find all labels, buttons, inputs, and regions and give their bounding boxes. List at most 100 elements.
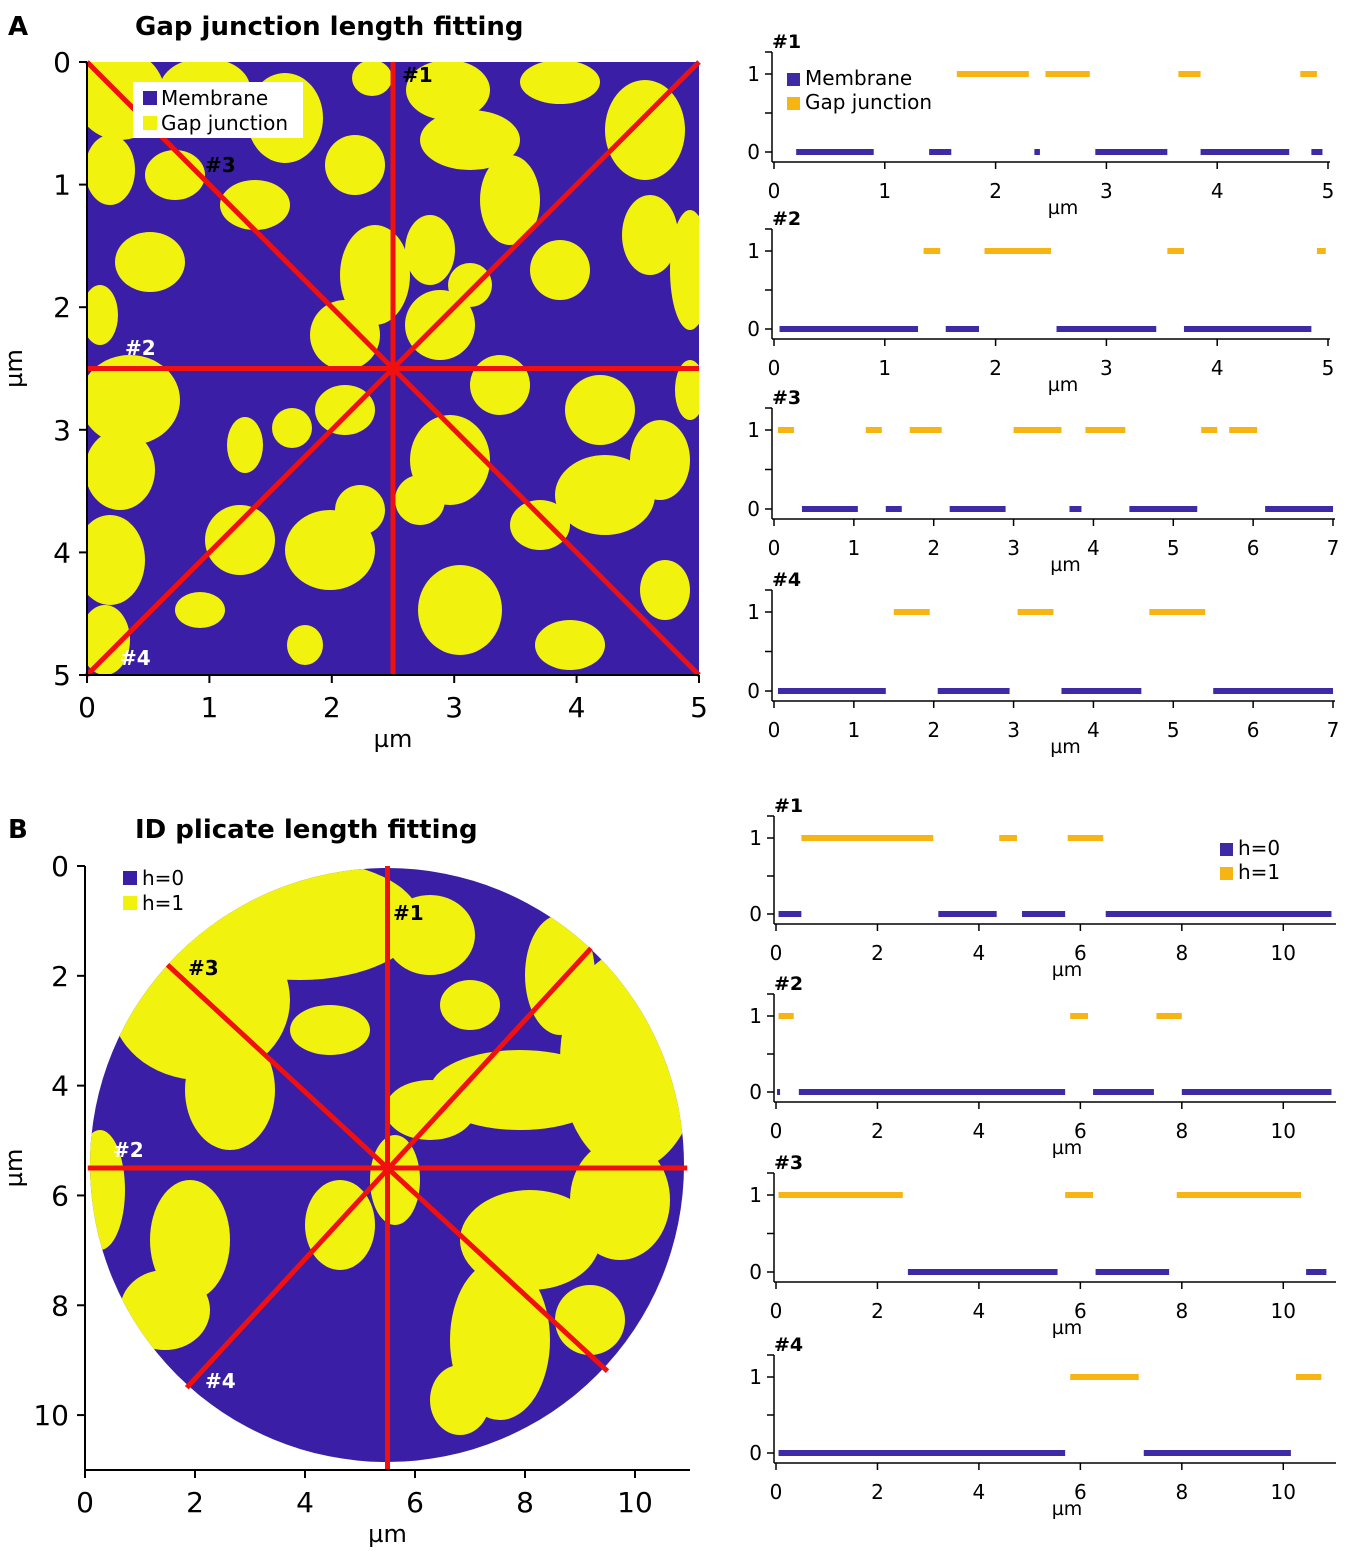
panel-b-profile-3-x-tick-label: 2 — [871, 1299, 884, 1323]
panel-a-map-legend: Membrane Gap junction — [133, 82, 303, 138]
panel-b-profile-2-x-tick-label: 6 — [1074, 1119, 1087, 1143]
panel-a-profile-2-x-axis-label: µm — [1048, 374, 1079, 396]
panel-a-profile-2-gap-bar — [923, 248, 941, 254]
panel-b-profile-3-x-tick-label: 10 — [1271, 1299, 1296, 1323]
panel-a-profile-1-gap-bar — [1045, 71, 1090, 77]
panel-b-profile-4-y-tick-label: 0 — [749, 1441, 762, 1465]
panel-b-profile-2-gap-bar — [1156, 1013, 1182, 1019]
panel-a-map-line-label-2: #2 — [125, 336, 156, 360]
panel-a-profile-3-x-tick-label: 6 — [1247, 536, 1260, 560]
panel-b-profile-1-y-tick-label: 0 — [749, 902, 762, 926]
panel-b-map-x-tick-label: 0 — [76, 1486, 94, 1519]
panel-b-map-x-axis-label: µm — [368, 1520, 407, 1548]
panel-a-profile-4-x-tick-label: 2 — [927, 718, 940, 742]
panel-a-profile-1-x-tick-label: 0 — [768, 179, 781, 203]
panel-a-map-line-label-4: #4 — [120, 646, 151, 670]
panel-a-profile-3-x-tick-label: 5 — [1167, 536, 1180, 560]
panel-a-map-x-tick-label: 5 — [690, 691, 708, 724]
panel-b-map-lines: #1 #2 #3 #4 — [87, 866, 688, 1470]
panel-a-profile-3-membrane-bar — [1069, 506, 1082, 512]
panel-b-letter: B — [8, 815, 28, 845]
panel-a-profile-1-y-tick-label: 1 — [747, 62, 760, 86]
panel-b-profile-4-x-tick-label: 2 — [871, 1480, 884, 1504]
panel-a-profile-1-gap-bar — [1300, 71, 1317, 77]
panel-b-profile-4-membrane-bar — [1143, 1450, 1291, 1456]
panel-b-profile-4-gap-bar — [1295, 1374, 1322, 1380]
legend-label-h1: h=1 — [142, 891, 184, 915]
panel-a-map-y-tick-label: 2 — [53, 291, 71, 324]
panel-a-profile-2: 1 00 1 2 3 4 5 µm #2 — [747, 208, 1334, 396]
panel-a-profile-1-legend-label-1: Gap junction — [805, 90, 932, 114]
panel-a-profile-4-membrane-bar — [777, 688, 886, 694]
panel-a-profile-4-membrane-bar — [937, 688, 1010, 694]
panel-a-profile-3-membrane-bar — [801, 506, 858, 512]
panel-b-map-axes: 0 2 4 6 8 10 0 2 4 6 8 10 µm µm — [0, 850, 690, 1548]
panel-a-profile-3: 1 00 1 2 3 4 5 6 7 µm #3 — [747, 387, 1339, 576]
panel-a-profile-2-x-tick-label: 0 — [768, 356, 781, 380]
panel-a-profile-1-x-tick-label: 1 — [878, 179, 891, 203]
panel-a-profile-2-x-tick-label: 1 — [878, 356, 891, 380]
panel-a-profile-2-gap-bar — [984, 248, 1051, 254]
panel-a-profile-1-label: #1 — [772, 31, 801, 53]
panel-a-profile-2-membrane-bar — [1056, 326, 1157, 332]
legend-box — [133, 82, 303, 138]
panel-b-profile-1-label: #1 — [774, 795, 803, 817]
panel-a-profile-4-x-tick-label: 3 — [1007, 718, 1020, 742]
panel-a-profile-3-gap-bar — [1201, 427, 1218, 433]
panel-a-profile-1-membrane-bar — [1034, 149, 1040, 155]
panel-a-profile-4-membrane-bar — [1061, 688, 1142, 694]
panel-b-profile-1-x-axis-label: µm — [1052, 959, 1083, 981]
panel-a-map-lines: #1 #2 #3 #4 — [85, 60, 701, 677]
panel-a-profile-3-label: #3 — [772, 387, 801, 409]
panel-a-profile-4-membrane-bar — [1213, 688, 1333, 694]
panel-a-profile-1-y-tick-label: 0 — [747, 140, 760, 164]
panel-a-map-y-tick-label: 5 — [53, 659, 71, 692]
panel-b-profile-3-membrane-bar — [1306, 1269, 1327, 1275]
panel-b-title: ID plicate length fitting — [135, 815, 478, 845]
panel-a-profile-2-x-tick-label: 5 — [1322, 356, 1335, 380]
panel-a-profile-1-membrane-bar — [1311, 149, 1323, 155]
panel-a-map-line-label-1: #1 — [402, 63, 433, 87]
panel-b-profile-3-y-tick-label: 0 — [749, 1260, 762, 1284]
panel-a-profile-2-x-tick-label: 3 — [1100, 356, 1113, 380]
panel-a-profile-3-membrane-bar — [1129, 506, 1198, 512]
panel-a-profile-4-gap-bar — [1149, 609, 1206, 615]
legend-swatch-h1 — [123, 896, 137, 910]
panel-a-profile-4-x-tick-label: 1 — [847, 718, 860, 742]
panel-a-profile-4-x-tick-label: 4 — [1087, 718, 1100, 742]
panel-b-profile-2-x-tick-label: 8 — [1175, 1119, 1188, 1143]
legend-swatch-gap-junction — [143, 116, 157, 130]
panel-a-profile-4-x-tick-label: 5 — [1167, 718, 1180, 742]
panel-a-profile-1-x-axis-label: µm — [1048, 197, 1079, 219]
panel-b-profile-1-legend-label-1: h=1 — [1238, 860, 1280, 884]
panel-b-profile-3-y-tick-label: 1 — [749, 1183, 762, 1207]
panel-a-profile-3-membrane-bar — [949, 506, 1006, 512]
panel-a-map-x-tick-label: 2 — [323, 691, 341, 724]
panel-b-profile-2-y-tick-label: 1 — [749, 1004, 762, 1028]
panel-b-profile-3-gap-bar — [1176, 1192, 1302, 1198]
panel-a-profile-4-x-tick-label: 0 — [768, 718, 781, 742]
panel-b-map-x-tick-label: 6 — [406, 1486, 424, 1519]
panel-b-profile-1-membrane-bar — [1105, 911, 1332, 917]
panel-b-profile-1-gap-bar — [1067, 835, 1104, 841]
panel-b-profile-4-x-tick-label: 0 — [770, 1480, 783, 1504]
panel-b-profile-2-x-tick-label: 2 — [871, 1119, 884, 1143]
panel-a-profile-2-y-tick-label: 1 — [747, 239, 760, 263]
panel-a-profile-2-gap-bar — [1316, 248, 1326, 254]
panel-a-profile-4-x-tick-label: 6 — [1247, 718, 1260, 742]
panel-b-profile-4-y-tick-label: 1 — [749, 1365, 762, 1389]
panel-b-profile-3-membrane-bar — [907, 1269, 1058, 1275]
panel-b-profile-1-y-tick-label: 1 — [749, 826, 762, 850]
panel-a-profile-3-x-tick-label: 4 — [1087, 536, 1100, 560]
panel-a-profile-2-label: #2 — [772, 208, 801, 230]
panel-b-profile-1-x-tick-label: 2 — [871, 941, 884, 965]
panel-b-map-y-tick-label: 10 — [33, 1399, 69, 1432]
panel-b-profile-3-gap-bar — [778, 1192, 903, 1198]
panel-a-profile-3-membrane-bar — [885, 506, 902, 512]
panel-a-profile-4-x-axis-label: µm — [1050, 736, 1081, 758]
